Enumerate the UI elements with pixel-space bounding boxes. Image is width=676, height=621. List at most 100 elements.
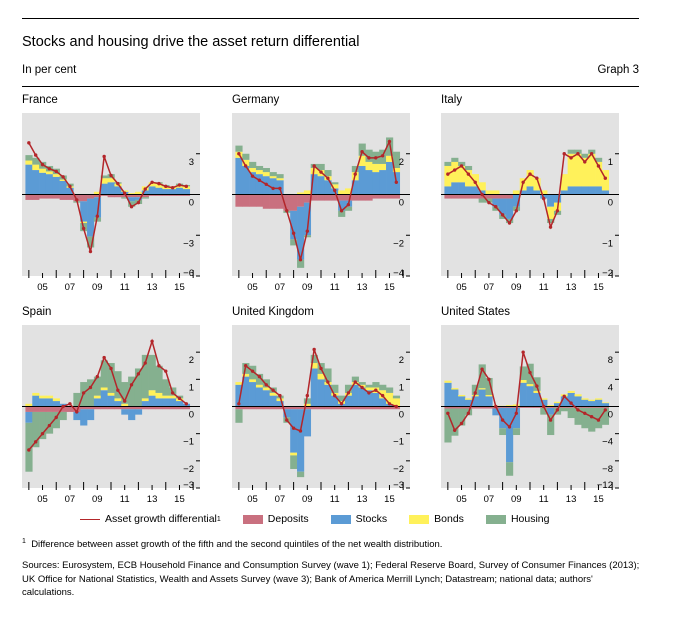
bar-housing-italy [574, 149, 582, 154]
bar-deposits-united-states [560, 406, 568, 408]
bar-bonds-united-kingdom [255, 384, 264, 388]
differential-point-united-states [507, 425, 512, 429]
bar-stocks-italy [526, 186, 534, 195]
y-tick-label-germany: 2 [399, 157, 404, 168]
bar-bonds-united-kingdom [249, 379, 257, 383]
bar-stocks-united-kingdom [372, 392, 380, 407]
bar-stocks-france [25, 164, 33, 195]
bar-stocks-spain [155, 398, 163, 407]
bar-housing-germany [351, 165, 359, 173]
differential-point-italy [589, 152, 594, 156]
y-tick-label-spain: 1 [189, 382, 194, 393]
bar-housing-spain [59, 411, 67, 421]
bar-housing-united-kingdom [255, 373, 264, 385]
differential-point-germany [305, 229, 310, 233]
bar-deposits-france [169, 194, 177, 196]
x-tick-label-germany: 07 [275, 282, 286, 293]
x-tick-label-spain: 11 [120, 494, 130, 505]
differential-point-united-states [589, 414, 594, 419]
bar-deposits-united-kingdom [317, 406, 325, 410]
differential-point-france [136, 200, 141, 205]
bar-housing-germany [269, 172, 277, 177]
differential-point-france [102, 154, 106, 159]
x-tick-label-france: 15 [174, 282, 185, 293]
bar-deposits-spain [87, 406, 95, 410]
legend-item-deposits: Deposits [242, 513, 309, 525]
bar-housing-united-states [601, 407, 610, 425]
bar-housing-united-states [444, 408, 452, 443]
bar-bonds-italy [451, 161, 459, 183]
bar-deposits-france [93, 194, 102, 198]
bar-housing-italy [595, 157, 603, 162]
y-tick-label-italy: −2 [602, 268, 613, 279]
bar-housing-united-states [506, 462, 514, 476]
differential-point-italy [576, 152, 580, 156]
bar-bonds-spain [121, 403, 129, 407]
legend-swatch-deposits [242, 514, 263, 524]
bar-housing-italy [581, 153, 589, 158]
bar-deposits-france [80, 194, 88, 202]
differential-point-italy [535, 176, 539, 180]
top-rule [22, 18, 639, 19]
bar-deposits-united-kingdom [249, 406, 257, 410]
y-tick-label-germany: −4 [393, 268, 404, 279]
bar-deposits-united-states [547, 406, 555, 408]
bar-stocks-united-kingdom [351, 384, 359, 407]
bar-stocks-france [141, 190, 149, 195]
bar-stocks-germany [310, 174, 318, 195]
bar-housing-france [32, 157, 40, 165]
legend-label-deposits: Deposits [267, 513, 309, 525]
x-tick-label-france: 07 [65, 282, 76, 293]
bar-deposits-france [107, 194, 115, 198]
differential-point-france [54, 169, 58, 174]
bar-stocks-italy [512, 194, 521, 207]
bar-stocks-united-states [499, 407, 507, 429]
bar-housing-spain [45, 411, 54, 434]
differential-point-germany [367, 156, 371, 160]
differential-point-united-kingdom [319, 366, 323, 371]
bar-deposits-united-states [581, 406, 589, 408]
differential-point-united-kingdom [380, 393, 385, 398]
y-tick-label-spain: −1 [183, 437, 194, 448]
bar-deposits-germany [379, 194, 387, 199]
bar-bonds-germany [365, 161, 373, 171]
y-tick-label-united-kingdom: 0 [399, 410, 404, 421]
bar-bonds-spain [107, 392, 115, 396]
bar-housing-united-kingdom [351, 376, 359, 383]
y-tick-label-germany: −2 [393, 238, 404, 249]
bar-deposits-united-states [567, 406, 575, 408]
differential-point-italy [500, 213, 505, 217]
bar-stocks-united-states [581, 399, 589, 407]
bar-stocks-united-states [588, 401, 596, 407]
bar-deposits-germany [324, 194, 332, 201]
differential-point-united-kingdom [374, 388, 378, 392]
bar-deposits-united-states [444, 406, 452, 409]
bar-housing-united-kingdom [324, 368, 332, 383]
bar-stocks-united-kingdom [290, 409, 298, 453]
bar-stocks-italy [560, 190, 568, 195]
differential-point-france [68, 184, 72, 189]
differential-point-italy [459, 164, 464, 168]
differential-point-united-kingdom [332, 393, 337, 398]
differential-point-united-kingdom [278, 393, 282, 398]
bar-bonds-italy [540, 190, 548, 195]
panel-title-france: France [22, 94, 58, 106]
bar-stocks-france [100, 183, 108, 195]
differential-point-france [157, 181, 161, 186]
bar-deposits-united-states [519, 406, 527, 408]
differential-point-germany [291, 231, 296, 235]
differential-line-italy [447, 152, 606, 230]
bar-bonds-italy [458, 165, 466, 183]
bar-stocks-germany [324, 180, 332, 195]
legend-label-stocks: Stocks [355, 513, 388, 525]
y-tick-label-united-states: −4 [602, 437, 613, 448]
bar-deposits-france [134, 194, 143, 198]
bar-bonds-germany [344, 188, 353, 195]
bar-housing-spain [107, 363, 115, 393]
bar-stocks-spain [32, 395, 40, 407]
bar-bonds-united-states [451, 388, 459, 390]
bar-stocks-united-states [444, 382, 452, 407]
bar-bonds-italy [601, 170, 610, 191]
bar-deposits-germany [303, 194, 312, 203]
